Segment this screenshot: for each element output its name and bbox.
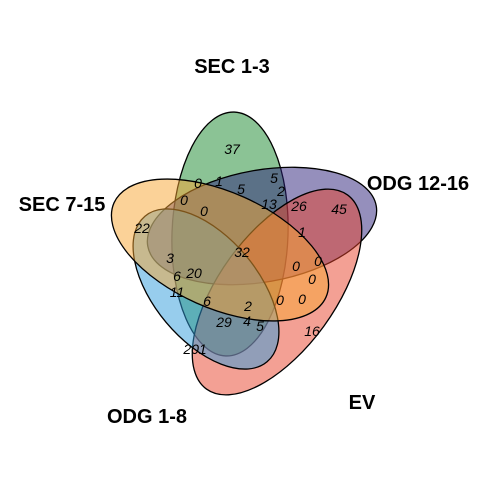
count-all-five: 32	[234, 244, 250, 260]
count-region: 2	[243, 298, 252, 314]
count-region: 5	[270, 170, 278, 186]
count-region: 0	[298, 291, 306, 307]
count-region: 20	[185, 265, 202, 281]
count-region: 29	[215, 314, 232, 330]
count-region: 6	[203, 293, 211, 309]
count-ev-only: 16	[304, 323, 320, 339]
count-region: 1	[215, 173, 223, 189]
count-region: 2	[276, 183, 285, 199]
count-region: 11	[170, 284, 185, 300]
count-region: 26	[290, 198, 307, 214]
set-label-odg-12-16: ODG 12-16	[367, 173, 469, 195]
count-region: 0	[308, 271, 316, 287]
count-sec-7-15-only: 22	[133, 220, 150, 236]
count-region: 13	[261, 196, 277, 212]
count-region: 3	[166, 250, 174, 266]
count-region: 0	[292, 258, 300, 274]
count-region: 4	[243, 313, 251, 329]
count-region: 0	[194, 175, 202, 191]
count-region: 6	[173, 268, 181, 284]
set-label-odg-1-8: ODG 1-8	[107, 406, 187, 428]
count-region: 0	[180, 192, 188, 208]
count-region: 5	[256, 318, 264, 334]
count-region: 0	[276, 292, 284, 308]
count-odg-12-16-only: 45	[331, 201, 347, 217]
ellipse-sec-7-15	[110, 178, 330, 322]
region-counts: 37 45 16 201 22 32 0 1 5 5 0 0 2 13 26 1…	[133, 141, 347, 357]
set-label-ev: EV	[349, 392, 376, 414]
set-label-sec-1-3: SEC 1-3	[194, 56, 270, 78]
count-region: 0	[200, 203, 208, 219]
ellipses	[110, 111, 378, 396]
count-sec-1-3-only: 37	[224, 141, 241, 157]
count-region: 0	[314, 253, 322, 269]
count-region: 5	[237, 181, 245, 197]
set-label-sec-7-15: SEC 7-15	[19, 194, 106, 216]
count-region: 1	[298, 224, 306, 240]
count-odg-1-8-only: 201	[182, 341, 206, 357]
